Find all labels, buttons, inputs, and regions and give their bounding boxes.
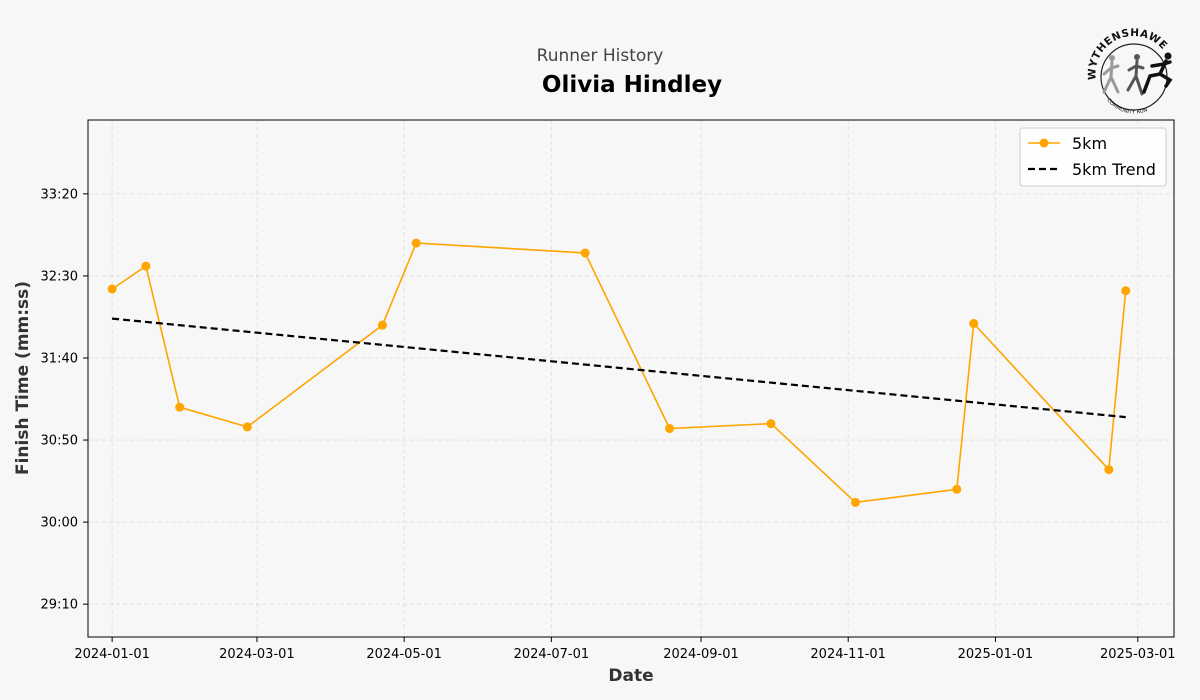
data-point <box>1104 465 1114 475</box>
data-point <box>969 319 979 329</box>
legend: 5km 5km Trend <box>1019 127 1167 187</box>
x-tick-label: 2025-01-01 <box>958 647 1034 662</box>
y-tick-label: 31:40 <box>41 351 78 366</box>
chart-subtitle: Runner History <box>536 46 664 66</box>
trend-line <box>111 317 1126 419</box>
legend-label: 5km Trend <box>1072 160 1156 179</box>
x-tick-label: 2025-03-01 <box>1100 647 1176 662</box>
y-tick-label: 32:30 <box>41 269 78 284</box>
grid-layer <box>88 120 1174 637</box>
x-tick-label: 2024-01-01 <box>74 647 150 662</box>
data-point <box>411 238 421 248</box>
data-point <box>580 248 590 258</box>
chart-title: Olivia Hindley <box>541 72 723 98</box>
data-point <box>175 402 185 412</box>
legend-label: 5km <box>1072 134 1107 153</box>
runner-icon-mid <box>1126 54 1145 96</box>
data-point <box>952 484 962 494</box>
axis-layer: 2024-01-01 2024-03-01 2024-05-01 2024-07-01… <box>41 187 1176 662</box>
x-tick-label: 2024-03-01 <box>219 647 295 662</box>
data-point <box>242 422 252 432</box>
data-point <box>850 497 860 507</box>
series-layer <box>107 238 1131 507</box>
runner-icon-dark <box>1142 52 1173 94</box>
data-point <box>665 424 675 434</box>
y-tick-label: 30:00 <box>41 516 78 531</box>
plot-frame <box>87 119 1175 638</box>
x-tick-label: 2024-07-01 <box>514 647 590 662</box>
data-point <box>141 261 151 271</box>
y-tick-label: 33:20 <box>41 187 78 202</box>
x-tick-label: 2024-09-01 <box>663 647 739 662</box>
x-axis-label: Date <box>608 666 653 686</box>
data-point <box>766 419 776 429</box>
y-axis-label: Finish Time (mm:ss) <box>13 281 33 475</box>
wythenshawe-logo: WYTHENSHAWE COMMUNITY RUN <box>1087 27 1173 116</box>
data-point <box>107 284 117 294</box>
data-point <box>377 320 387 330</box>
y-tick-label: 29:10 <box>41 598 78 613</box>
data-point <box>1121 286 1131 296</box>
series-line-5km <box>111 242 1127 504</box>
y-tick-label: 30:50 <box>41 434 78 449</box>
x-tick-label: 2024-05-01 <box>366 647 442 662</box>
legend-marker <box>1039 138 1049 148</box>
runner-icon-light <box>1102 55 1120 94</box>
x-tick-label: 2024-11-01 <box>810 647 886 662</box>
